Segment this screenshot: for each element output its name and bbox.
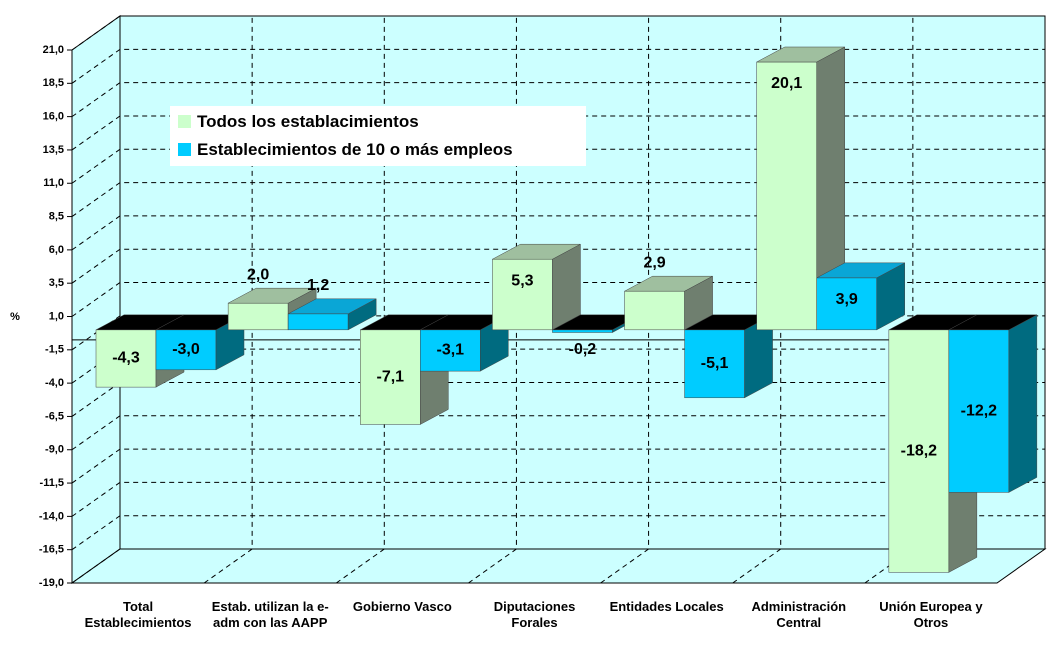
value-label: 1,2 [307,277,329,294]
value-label: 2,9 [643,254,665,271]
x-tick-label: Estab. utilizan la e-adm con las AAPP [211,599,329,630]
y-tick-label: 6,0 [49,244,64,256]
value-label: -7,1 [376,368,404,385]
y-tick-label: 13,5 [43,144,64,156]
legend-label: Todos los establacimientos [197,112,419,131]
grid-line [71,148,1045,184]
bar [816,277,877,331]
bar [756,61,817,331]
y-tick-label: -4,0 [45,377,64,389]
value-label: -12,2 [961,402,998,419]
grid-line [71,215,1045,251]
bar-top [492,243,581,260]
legend-label: Establecimientos de 10 o más empleos [197,140,513,159]
x-tick-label: Entidades Locales [609,599,724,614]
grid-line [71,515,1045,551]
x-tick-label: Diputaciones Forales [493,599,576,630]
bar [95,329,157,388]
y-tick-label: 1,0 [49,310,64,322]
value-label: 2,0 [247,266,269,283]
y-tick-label: 21,0 [43,44,64,56]
y-axis-title: % [10,311,20,323]
legend: Todos los establacimientos Establecimient… [170,106,586,166]
y-tick-label: 8,5 [49,210,64,222]
bar-top [228,287,317,304]
value-label: -3,0 [172,341,200,358]
grid-line [71,115,1045,151]
bar-top [624,275,713,292]
y-tick-label: 11,0 [43,177,64,189]
grid-line [71,248,1045,284]
bar [227,302,289,331]
bar [287,313,349,331]
legend-swatch [178,115,191,128]
legend-item: Establecimientos de 10 o más empleos [178,140,513,160]
y-tick-label: 3,5 [49,277,64,289]
value-label: 3,9 [836,291,858,308]
x-tick-label: Gobierno Vasco [352,599,452,614]
bar [552,329,613,333]
grid-line [71,415,1045,451]
y-tick-label: -14,0 [39,510,64,522]
y-tick-label: -11,5 [40,477,64,489]
bar [888,329,950,573]
legend-swatch [178,143,191,156]
y-tick-label: -1,5 [45,344,64,356]
grid-line [71,182,1045,217]
bar [492,258,553,331]
value-label: -0,2 [569,341,597,358]
x-tick-label: Total Establecimientos [84,599,192,630]
bar-top [288,298,377,315]
y-tick-label: -16,5 [39,544,64,556]
bar [155,329,217,371]
bar-top [948,314,1037,331]
y-tick-label: -19,0 [39,577,64,589]
grid-line [71,282,1045,317]
y-tick-label: 16,0 [43,111,64,123]
x-tick-label: Administración Central [751,599,847,630]
grid-line [71,481,1045,517]
value-label: -3,1 [436,342,464,359]
grid-line [71,448,1045,484]
bar [624,290,685,331]
grid-line-v [335,16,385,584]
bar-side [1008,314,1038,493]
value-label: -4,3 [112,350,140,367]
x-tick-label: Unión Europea y Otros [879,599,983,630]
grid-line [71,48,1045,84]
y-tick-label: -6,5 [45,410,64,422]
grid-line [71,15,1045,51]
legend-item: Todos los establacimientos [178,112,419,132]
y-tick-label: 18,5 [43,77,64,89]
bar [360,329,421,425]
value-label: -5,1 [701,355,729,372]
bar-top [816,262,905,279]
value-label: -18,2 [901,442,938,459]
grid-line-v [203,16,253,584]
grid-line-v [468,16,517,584]
grid-line [71,82,1045,118]
y-tick-label: -9,0 [45,444,64,456]
value-label: 5,3 [511,272,533,289]
grid-line-v [600,16,650,584]
bar [948,329,1010,493]
value-label: 20,1 [771,75,802,92]
grid-line [71,548,1045,584]
bar [684,329,745,399]
bar-top [756,46,845,63]
